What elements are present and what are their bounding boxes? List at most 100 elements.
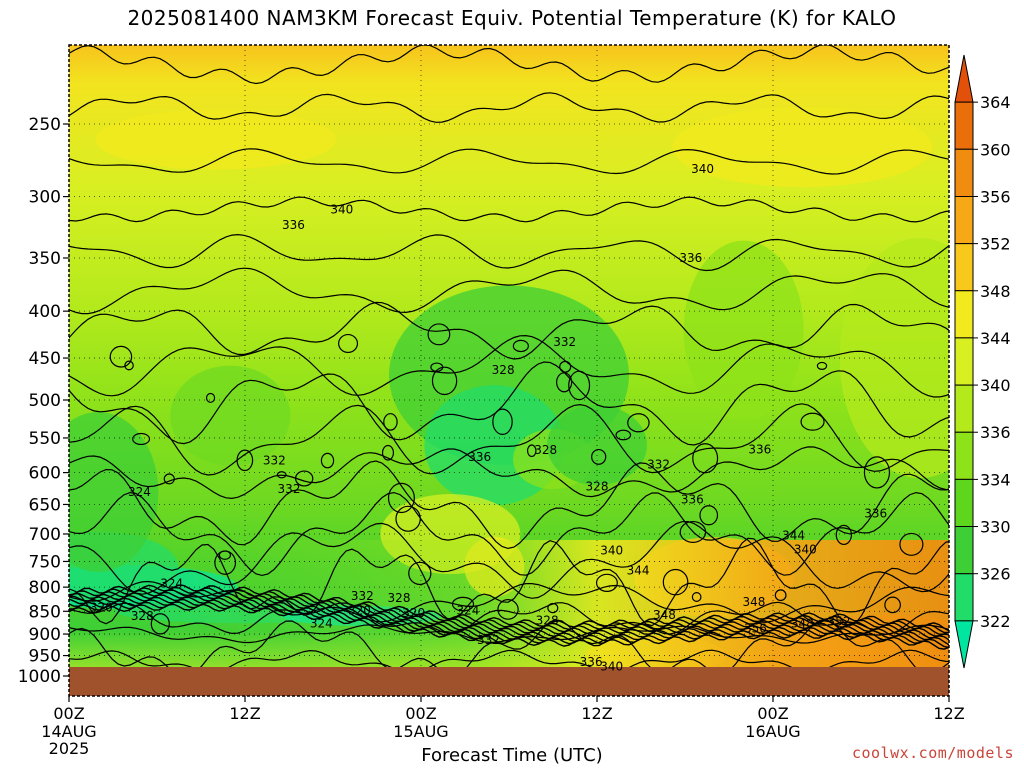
y-tick-label-300: 300 bbox=[29, 188, 61, 208]
frontal-contour-6 bbox=[69, 598, 949, 646]
contour-line-1 bbox=[69, 45, 949, 85]
contour-cell-8 bbox=[427, 323, 451, 346]
contour-cell-27 bbox=[835, 524, 853, 546]
contour-label-36: 340 bbox=[794, 543, 817, 557]
contour-cell-44 bbox=[556, 372, 573, 393]
contour-label-22: 340 bbox=[600, 660, 623, 674]
contour-label-7: 340 bbox=[330, 203, 353, 217]
contour-label-31: 356 bbox=[744, 621, 767, 635]
frontal-contour-8 bbox=[69, 603, 949, 650]
contour-label-14: 332 bbox=[477, 633, 500, 647]
contour-label-20: 328 bbox=[536, 614, 559, 628]
y-tick-label-500: 500 bbox=[29, 391, 61, 411]
contour-line-0 bbox=[64, 0, 952, 30]
contour-label-26: 336 bbox=[681, 493, 704, 507]
x-tick-label-1: 12Z bbox=[229, 704, 260, 723]
contour-cell-23 bbox=[218, 550, 232, 560]
y-tick-label-850: 850 bbox=[29, 602, 61, 622]
colorbar-label-336: 336 bbox=[980, 423, 1011, 442]
contour-cell-38 bbox=[430, 362, 444, 372]
contour-label-4: 332 bbox=[263, 453, 286, 467]
contour-cell-18 bbox=[899, 532, 924, 556]
contour-label-5: 332 bbox=[278, 482, 301, 496]
x-axis-label: Forecast Time (UTC) bbox=[0, 745, 1024, 766]
contour-cell-1 bbox=[800, 412, 825, 431]
colorbar-segment-2 bbox=[954, 148, 974, 197]
x-tick-sublabel-0-0: 14AUG bbox=[41, 722, 96, 741]
colorbar-label-334: 334 bbox=[980, 470, 1011, 489]
colorbar: 364 360 356 352 348 344 340 336 334 330 326 322 bbox=[954, 54, 1011, 669]
colorbar-label-322: 322 bbox=[980, 612, 1011, 631]
contour-cell-2 bbox=[124, 360, 134, 371]
contour-label-27: 340 bbox=[691, 162, 714, 176]
colorbar-segment-5 bbox=[954, 290, 974, 339]
contour-cell-45 bbox=[699, 505, 719, 526]
contour-line-4 bbox=[69, 196, 949, 223]
y-tick-label-600: 600 bbox=[29, 464, 61, 484]
contour-cell-26 bbox=[627, 413, 650, 433]
colorbar-segment-0 bbox=[954, 54, 974, 103]
contour-line-15 bbox=[69, 537, 949, 627]
contour-label-8: 324 bbox=[310, 617, 333, 631]
contour-cell-24 bbox=[526, 444, 537, 458]
contour-line-19 bbox=[69, 618, 949, 679]
contour-cell-13 bbox=[395, 505, 421, 532]
y-tick-label-250: 250 bbox=[29, 115, 61, 135]
colorbar-label-326: 326 bbox=[980, 565, 1011, 584]
contour-label-21: 336 bbox=[580, 655, 603, 669]
contour-cell-31 bbox=[109, 345, 133, 368]
colorbar-label-348: 348 bbox=[980, 282, 1011, 301]
contour-label-12: 320 bbox=[402, 606, 425, 620]
chart-title: 2025081400 NAM3KM Forecast Equiv. Potent… bbox=[127, 6, 897, 30]
y-tick-label-550: 550 bbox=[29, 429, 61, 449]
contour-cell-20 bbox=[408, 561, 432, 586]
contour-label-6: 336 bbox=[282, 218, 305, 232]
contour-label-16: 332 bbox=[553, 335, 576, 349]
colorbar-segment-4 bbox=[954, 243, 974, 292]
x-tick-label-5: 12Z bbox=[933, 704, 964, 723]
contour-line-5 bbox=[69, 233, 949, 272]
contour-line-10 bbox=[69, 403, 949, 476]
colorbar-label-340: 340 bbox=[980, 376, 1011, 395]
contour-cell-43 bbox=[591, 448, 607, 465]
contour-line-6 bbox=[69, 267, 949, 315]
contour-cell-22 bbox=[387, 482, 415, 514]
contour-label-34: 336 bbox=[748, 442, 771, 456]
contour-cell-35 bbox=[320, 452, 335, 469]
contour-cell-12 bbox=[338, 333, 359, 354]
contour-label-1: 324 bbox=[160, 577, 183, 591]
contour-cell-30 bbox=[295, 470, 314, 487]
contour-label-37: 336 bbox=[864, 507, 887, 521]
colorbar-label-330: 330 bbox=[980, 518, 1011, 537]
contour-label-11: 320 bbox=[348, 603, 371, 617]
contour-cell-9 bbox=[692, 443, 719, 474]
contour-label-9: 332 bbox=[351, 589, 374, 603]
contour-cell-14 bbox=[431, 366, 458, 396]
colorbar-label-364: 364 bbox=[980, 93, 1011, 112]
contour-label-28: 336 bbox=[679, 251, 702, 265]
contour-cell-19 bbox=[150, 613, 170, 635]
colorbar-label-344: 344 bbox=[980, 329, 1011, 348]
y-tick-label-400: 400 bbox=[29, 302, 61, 322]
contour-cell-3 bbox=[774, 589, 787, 602]
contour-label-0: 324 bbox=[128, 485, 151, 499]
colorbar-segment-6 bbox=[954, 337, 974, 386]
colorbar-segment-8 bbox=[954, 431, 974, 480]
contour-cell-33 bbox=[276, 471, 287, 479]
contour-cell-17 bbox=[662, 568, 689, 596]
contour-line-7 bbox=[69, 301, 949, 360]
contour-line-2 bbox=[69, 92, 949, 123]
colorbar-segment-9 bbox=[954, 478, 974, 528]
contour-line-8 bbox=[69, 334, 949, 398]
field-patch-17 bbox=[69, 412, 159, 573]
x-tick-label-4: 00Z bbox=[757, 704, 788, 723]
contour-label-24: 344 bbox=[627, 563, 650, 577]
contour-cell-5 bbox=[383, 413, 398, 431]
x-tick-sublabel-2-0: 15AUG bbox=[393, 722, 448, 741]
contour-label-10: 328 bbox=[388, 591, 411, 605]
contour-label-23: 340 bbox=[600, 544, 623, 558]
contour-line-18 bbox=[69, 624, 949, 644]
contour-cell-34 bbox=[691, 591, 702, 602]
